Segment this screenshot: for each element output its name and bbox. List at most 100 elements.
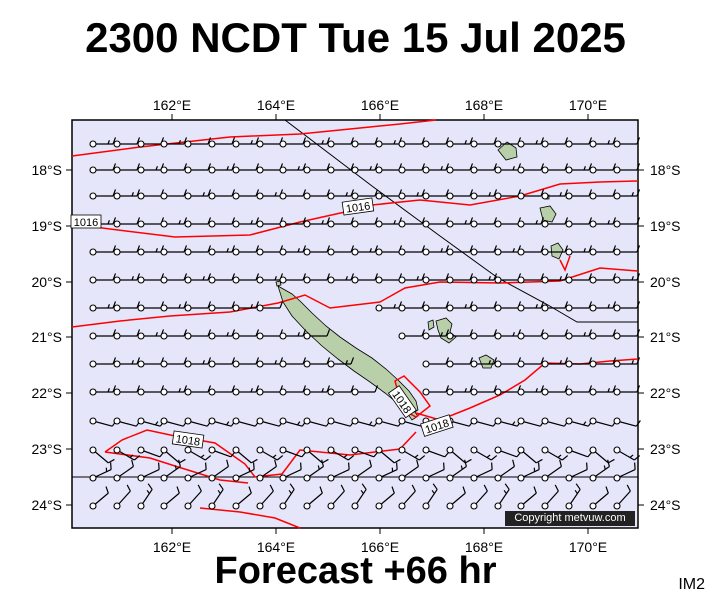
land-masses	[275, 141, 564, 421]
wind-barb	[89, 357, 117, 368]
wind-barb	[160, 459, 181, 482]
lon-label-bottom: 166°E	[361, 539, 399, 555]
isobar-label: 1016	[341, 197, 375, 216]
wind-barb	[494, 483, 510, 510]
wind-barb	[160, 385, 188, 396]
wind-barb	[494, 273, 522, 284]
vanuatu-island-tanna	[550, 242, 564, 260]
wind-barb	[541, 484, 559, 510]
wind-barb	[232, 217, 260, 228]
wind-barb	[232, 486, 252, 510]
wind-barb	[160, 446, 186, 464]
lat-label-right: 18°S	[650, 162, 681, 178]
wind-barb	[184, 189, 212, 200]
wind-barb	[208, 163, 236, 174]
wind-barb	[565, 462, 588, 482]
grande-terre-island	[277, 285, 419, 415]
wind-barb	[303, 273, 331, 284]
wind-barb	[137, 483, 153, 510]
wind-barb	[589, 486, 609, 510]
wind-barb	[279, 217, 307, 228]
wind-barb	[303, 189, 331, 200]
wind-barb	[613, 163, 641, 174]
wind-barb	[113, 217, 141, 228]
wind-barb	[470, 484, 488, 510]
wind-barb	[613, 301, 641, 312]
wind-barb	[232, 446, 258, 464]
wind-barb	[327, 417, 355, 427]
wind-barb	[398, 459, 419, 482]
wind-barb	[327, 245, 355, 256]
wind-barb	[446, 245, 474, 256]
lat-label-left: 22°S	[31, 385, 62, 401]
wind-barb	[113, 329, 141, 340]
wind-barb	[517, 301, 545, 312]
wind-barb	[232, 245, 260, 256]
lon-label-bottom: 168°E	[465, 539, 503, 555]
copyright-notice: Copyright metvuw.com	[505, 511, 635, 526]
wind-barb	[113, 446, 141, 461]
wind-barb	[160, 137, 188, 148]
wind-barb	[517, 245, 545, 256]
lat-label-right: 23°S	[650, 441, 681, 457]
wind-barb	[208, 137, 236, 148]
wind-barb	[422, 163, 450, 174]
wind-barb	[422, 137, 450, 148]
wind-barb	[517, 329, 545, 340]
wind-barb	[375, 163, 403, 174]
lon-label-top: 164°E	[257, 97, 295, 113]
wind-barb	[113, 163, 141, 174]
wind-barb	[589, 357, 617, 368]
wind-barb	[184, 357, 212, 368]
wind-barb	[565, 137, 593, 148]
wind-barb	[232, 273, 260, 284]
wind-barb	[137, 189, 165, 200]
wind-barb	[327, 357, 355, 368]
wind-barb	[375, 486, 395, 510]
wind-barb	[160, 163, 188, 174]
wind-barb	[613, 137, 641, 148]
wind-barb	[184, 137, 212, 148]
wind-barb	[613, 484, 631, 510]
wind-barb	[351, 273, 379, 284]
wind-barb	[351, 483, 367, 510]
wind-barb	[589, 245, 617, 256]
wind-barb	[256, 163, 284, 174]
wind-barb	[398, 137, 426, 148]
wind-barb	[517, 189, 545, 200]
wind-barb	[303, 163, 331, 174]
wind-barb	[589, 329, 617, 340]
wind-barb	[613, 273, 641, 284]
wind-barb	[232, 301, 260, 312]
wind-barb	[398, 484, 416, 510]
wind-barb	[422, 385, 450, 396]
wind-barb	[446, 217, 474, 228]
wind-barb	[256, 484, 274, 510]
lat-label-right: 24°S	[650, 497, 681, 513]
ocean-area	[71, 119, 639, 529]
wind-barb	[517, 385, 545, 396]
wind-barb	[303, 446, 329, 464]
wind-barb	[613, 245, 641, 256]
wind-barb	[208, 189, 236, 200]
wind-barb	[232, 189, 260, 200]
wind-barb	[184, 462, 207, 482]
lat-label-left: 21°S	[31, 329, 62, 345]
wind-barb	[89, 329, 117, 340]
wind-barb	[541, 137, 569, 148]
wind-barb	[327, 462, 350, 482]
wind-barb	[113, 357, 141, 368]
wind-barb	[327, 217, 355, 228]
wind-barb	[279, 273, 307, 284]
wind-barb	[327, 189, 355, 200]
wind-barb	[613, 189, 641, 200]
wind-barb	[89, 163, 117, 174]
wind-barb	[541, 245, 569, 256]
wind-barb	[351, 245, 379, 256]
wind-barb	[589, 446, 615, 464]
isobar-line	[559, 255, 571, 272]
wind-barb	[565, 189, 593, 200]
wind-barb	[375, 446, 401, 464]
wind-barb	[184, 446, 212, 461]
wind-barb	[327, 446, 355, 461]
